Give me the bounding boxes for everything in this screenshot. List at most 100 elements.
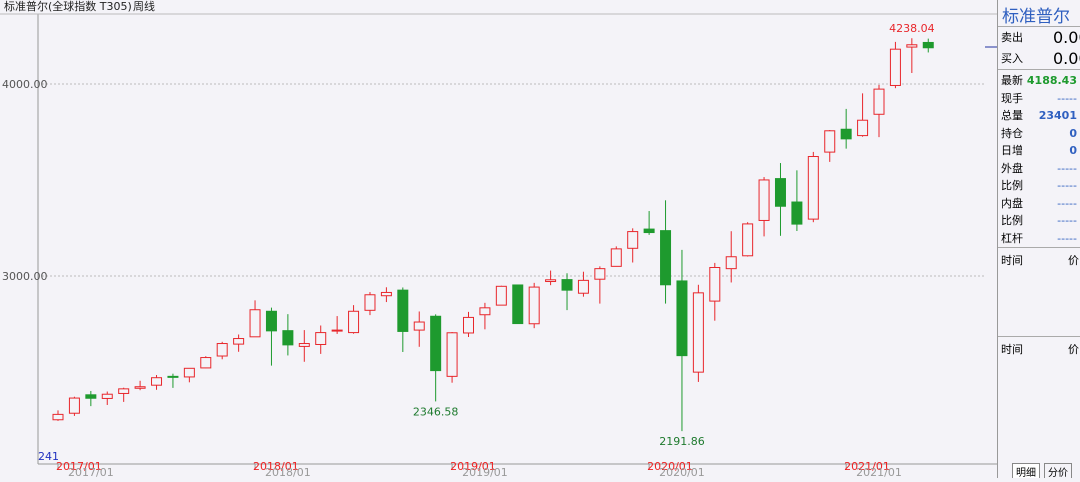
candle-body: [512, 284, 524, 325]
candle-body: [85, 394, 97, 399]
quote-row: 比例 -----: [998, 177, 1080, 195]
candle-body: [594, 268, 606, 280]
label: 杠杆: [1001, 231, 1023, 245]
background: [0, 0, 997, 478]
x-tick-label: 2021/01: [844, 460, 890, 473]
annotation: 2346.58: [413, 405, 459, 418]
candle-body: [134, 386, 146, 389]
label: 日增: [1001, 144, 1023, 157]
label: 比例: [1001, 214, 1023, 227]
label: 外盘: [1001, 161, 1023, 175]
candle-body: [315, 332, 327, 345]
time-header: 时间: [1001, 254, 1023, 267]
annotation: 4238.04: [889, 22, 935, 35]
candle-body: [610, 248, 622, 267]
tabs: 明细 分价: [1012, 463, 1072, 478]
candle-body: [692, 292, 704, 373]
tab[interactable]: 明细: [1012, 463, 1040, 478]
value: -----: [1057, 231, 1077, 245]
candle-body: [298, 343, 310, 347]
quote-row: 日增 0: [998, 142, 1080, 160]
candle-body: [249, 309, 261, 338]
candle-body: [151, 377, 163, 386]
x-tick-sublabel: 2019/01: [462, 466, 508, 478]
value: 0: [1069, 144, 1077, 157]
candle-body: [331, 329, 343, 332]
quote-row: 持仓 0: [998, 125, 1080, 143]
x-tick-sublabel: 2021/01: [856, 466, 902, 478]
value: -----: [1057, 91, 1077, 105]
quote-row: 最新 4188.43: [998, 72, 1080, 90]
ticks-box: 时间 价: [998, 337, 1080, 467]
ticks-box: 时间 价: [998, 248, 1080, 337]
value: -----: [1057, 179, 1077, 192]
candle-body: [101, 393, 113, 399]
price-header: 价: [1068, 254, 1079, 267]
candle-body: [774, 178, 786, 207]
candle-body: [906, 44, 918, 48]
candle-body: [660, 230, 672, 286]
candle-body: [824, 130, 836, 153]
label: 卖出: [1001, 31, 1023, 44]
quote-row: 现手 -----: [998, 90, 1080, 108]
candle-body: [68, 397, 80, 414]
period[interactable]: 周线: [133, 0, 155, 13]
label: 比例: [1001, 179, 1023, 192]
candle-body: [282, 330, 294, 346]
tab[interactable]: 分价: [1044, 463, 1072, 478]
value: 0: [1069, 126, 1077, 140]
quote-row: 内盘 -----: [998, 195, 1080, 213]
candle-body: [725, 256, 737, 270]
quote-row: 总量 23401: [998, 107, 1080, 125]
value: 4188.43: [1026, 74, 1077, 87]
chart: 标准普尔(全球指数 T305) 周线 3000.00 4000.00 2017/01…: [0, 0, 997, 479]
candle-body: [709, 266, 721, 302]
x-tick-label: 2017/01: [56, 460, 102, 473]
label: 总量: [1001, 109, 1023, 122]
label: 内盘: [1001, 196, 1023, 210]
candle-body: [233, 338, 245, 345]
candle-body: [364, 294, 376, 311]
quote-row: 杠杆 -----: [998, 230, 1080, 248]
candle-body: [873, 88, 885, 115]
x-tick-sublabel: 2020/01: [659, 466, 705, 478]
x-tick-label: 2018/01: [253, 460, 299, 473]
bid-ask-row: 卖出 0.00: [998, 27, 1080, 48]
candle-body: [430, 315, 442, 372]
price-header: 价: [1068, 343, 1079, 356]
y-tick-label: 4000.00: [2, 78, 48, 91]
candle-body: [840, 128, 852, 140]
value: -----: [1057, 161, 1077, 175]
candle-body: [479, 307, 491, 316]
candle-body: [200, 357, 212, 369]
value: -----: [1057, 214, 1077, 227]
label: 现手: [1001, 91, 1023, 105]
candle-body: [167, 375, 179, 378]
candle-body: [922, 41, 934, 49]
x-tick-sublabel: 2018/01: [265, 466, 311, 478]
x-tick-label: 2020/01: [647, 460, 693, 473]
chart-title: 标准普尔(全球指数 T305): [4, 0, 132, 13]
label: 持仓: [1001, 126, 1023, 140]
candle-body: [348, 310, 360, 334]
candle-body: [627, 231, 639, 249]
value: 0.00: [1053, 49, 1080, 68]
candle-body: [889, 48, 901, 86]
candle-body: [216, 343, 228, 357]
candle-body: [577, 279, 589, 294]
time-header: 时间: [1001, 343, 1023, 356]
candle-body: [676, 280, 688, 357]
quote-row: 外盘 -----: [998, 160, 1080, 178]
x-tick-sublabel: 2017/01: [68, 466, 114, 478]
candle-body: [742, 223, 754, 257]
candle-body: [118, 388, 130, 394]
value: 23401: [1038, 109, 1077, 122]
quote-row: 比例 -----: [998, 212, 1080, 230]
quote-name: 标准普尔: [998, 0, 1080, 27]
candle-body: [758, 179, 770, 221]
candle-body: [463, 316, 474, 334]
candle-body: [495, 285, 507, 306]
candle-body: [561, 279, 573, 291]
candle-body: [857, 119, 869, 137]
